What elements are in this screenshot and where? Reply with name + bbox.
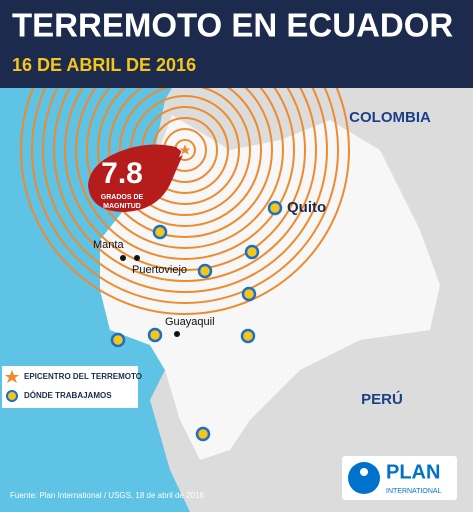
work-site [110, 332, 126, 348]
country-label: COLOMBIA [349, 109, 431, 126]
source: Fuente: Plan International / USGS, 18 de… [10, 491, 204, 500]
work-sites [110, 224, 260, 442]
work-site [152, 224, 168, 240]
ring [31, 0, 339, 304]
legend-site-icon [6, 390, 18, 402]
city-label: Quito [287, 199, 326, 216]
magnitude-drop [88, 144, 185, 212]
ecuador [100, 115, 440, 460]
legend-label: DÓNDE TRABAJAMOS [24, 391, 112, 400]
work-site [195, 426, 211, 442]
city-dot [120, 255, 126, 261]
country-label: PERÚ [361, 390, 403, 408]
city-label: Guayaquil [165, 316, 215, 328]
magnitude-value: 7.8 [101, 157, 143, 190]
work-site [241, 286, 257, 302]
legend-label: EPICENTRO DEL TERREMOTO [24, 372, 142, 381]
work-site [267, 200, 283, 216]
logo-icon [348, 462, 380, 494]
logo-name: PLAN [386, 461, 440, 483]
date: 16 DE ABRIL DE 2016 [12, 55, 196, 75]
legend [2, 366, 138, 408]
epicenter [176, 141, 194, 158]
city-label: Puertoviejo [132, 264, 187, 276]
legend-epicenter-icon [5, 370, 19, 383]
title: TERREMOTO EN ECUADOR [12, 7, 453, 44]
city-dot [134, 255, 140, 261]
work-site [147, 327, 163, 343]
work-site [244, 244, 260, 260]
work-site [197, 263, 213, 279]
work-site [240, 328, 256, 344]
magnitude-label: GRADOS DE [101, 194, 144, 201]
city-label: Manta [93, 239, 124, 251]
ring [20, 0, 350, 315]
header [0, 0, 473, 88]
magnitude-label: MAGNITUD [103, 203, 141, 210]
logo-icon-head [360, 468, 368, 476]
city-dot [174, 331, 180, 337]
logo-sub: INTERNATIONAL [386, 488, 442, 495]
